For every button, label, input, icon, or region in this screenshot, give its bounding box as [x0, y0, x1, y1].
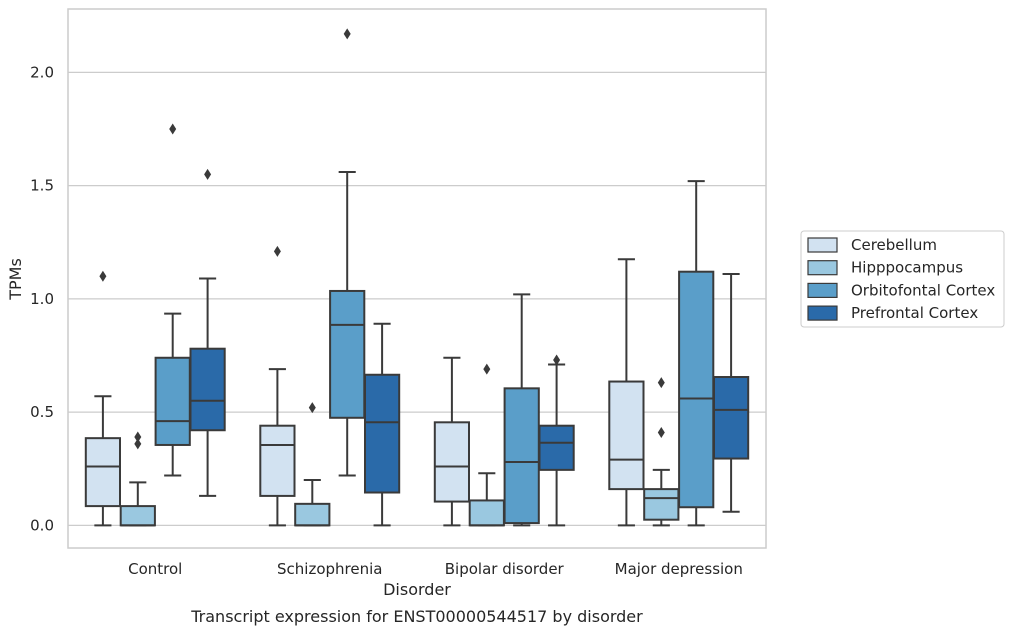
- box-prefrontal-cortex: [712, 272, 750, 513]
- outlier-point: [169, 123, 177, 135]
- legend-label: Orbitofontal Cortex: [851, 281, 995, 299]
- y-tick-label: 0.0: [30, 516, 54, 534]
- legend: Cerebellum Hipppocampus Orbitofontal Corte…: [800, 230, 1005, 328]
- legend-swatch: [807, 260, 838, 276]
- box-iqr: [189, 347, 226, 432]
- legend-swatch: [807, 305, 838, 321]
- outlier-point: [343, 28, 351, 40]
- box-iqr: [119, 505, 156, 527]
- y-tick-label: 1.0: [30, 290, 54, 308]
- box-orbitofontal-cortex: [503, 293, 540, 527]
- box-iqr: [84, 437, 122, 508]
- box-iqr: [433, 421, 471, 503]
- box-iqr: [712, 376, 750, 460]
- x-axis-title: Disorder: [383, 580, 451, 599]
- x-tick-label: Bipolar disorder: [445, 560, 565, 578]
- box-iqr: [468, 499, 505, 527]
- box-iqr: [329, 289, 366, 419]
- outlier-point: [134, 431, 142, 443]
- outlier-point: [657, 377, 665, 389]
- y-tick-label: 1.5: [30, 177, 54, 195]
- y-axis-ticks: 0.0 0.5 1.0 1.5 2.0: [30, 63, 54, 534]
- box-hipppocampus: [468, 363, 505, 527]
- outlier-point: [273, 245, 281, 257]
- x-axis-ticks: Control Schizophrenia Bipolar disorder Majo…: [128, 560, 743, 578]
- outlier-point: [657, 427, 665, 438]
- box-cerebellum: [84, 270, 122, 527]
- outlier-point: [308, 402, 316, 414]
- box-iqr: [259, 424, 296, 497]
- box-iqr: [538, 424, 575, 471]
- box-hipppocampus: [119, 431, 156, 527]
- legend-label: Prefrontal Cortex: [851, 304, 978, 322]
- box-iqr: [643, 488, 680, 521]
- box-orbitofontal-cortex: [154, 123, 191, 477]
- box-cerebellum: [433, 356, 471, 527]
- x-tick-label: Schizophrenia: [277, 560, 382, 578]
- box-iqr: [294, 502, 331, 527]
- box-orbitofontal-cortex: [329, 28, 366, 477]
- outlier-point: [553, 354, 561, 366]
- box-iqr: [154, 356, 191, 446]
- x-tick-label: Control: [128, 560, 182, 578]
- box-prefrontal-cortex: [538, 354, 575, 527]
- legend-label: Hipppocampus: [851, 259, 963, 277]
- y-tick-label: 0.5: [30, 403, 54, 421]
- y-tick-label: 2.0: [30, 63, 54, 81]
- box-prefrontal-cortex: [189, 168, 226, 497]
- outlier-point: [483, 363, 491, 375]
- box-cerebellum: [608, 258, 645, 527]
- box-iqr: [363, 373, 401, 494]
- outlier-point: [204, 168, 212, 180]
- legend-swatch: [807, 282, 838, 298]
- box-hipppocampus: [294, 402, 331, 527]
- chart-title: Transcript expression for ENST0000054451…: [190, 607, 643, 626]
- x-tick-label: Major depression: [615, 560, 743, 578]
- box-iqr: [503, 387, 540, 525]
- box-cerebellum: [259, 245, 296, 527]
- legend-label: Cerebellum: [851, 236, 937, 254]
- legend-swatch: [807, 237, 838, 253]
- outlier-point: [99, 270, 107, 282]
- box-orbitofontal-cortex: [678, 180, 715, 527]
- y-axis-title: TPMs: [6, 258, 25, 301]
- legend-frame: [800, 230, 1005, 328]
- outlier-point: [134, 438, 142, 450]
- box-prefrontal-cortex: [363, 322, 401, 527]
- plot-area: [67, 8, 767, 549]
- box-iqr: [608, 380, 645, 491]
- box-iqr: [678, 270, 715, 509]
- box-groups: [84, 28, 750, 527]
